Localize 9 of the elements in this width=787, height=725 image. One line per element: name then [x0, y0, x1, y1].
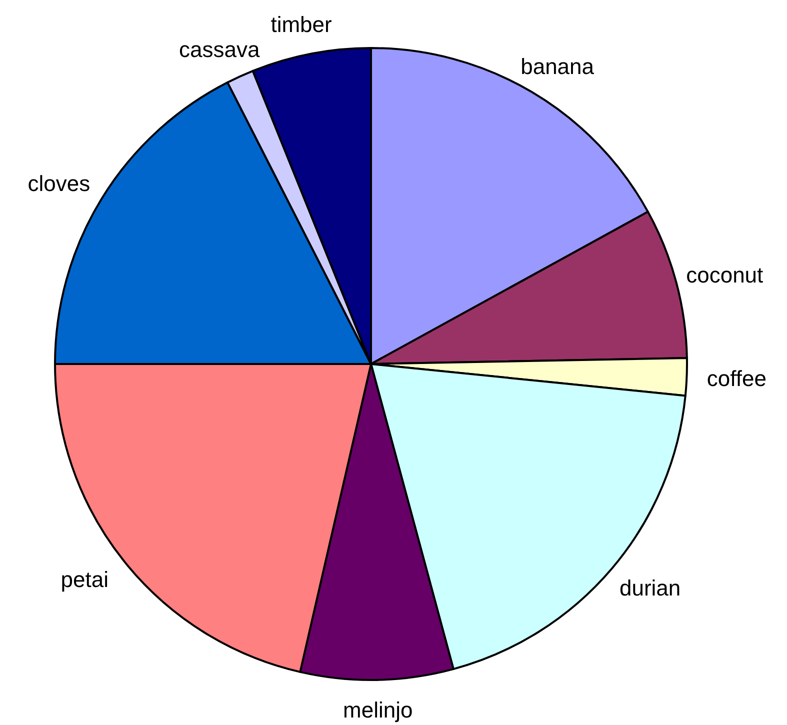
slice-label: durian	[619, 576, 681, 601]
slice-label: cloves	[28, 170, 90, 196]
slice-label: petai	[60, 567, 109, 592]
slice-label: coffee	[706, 366, 766, 391]
slice-label: coconut	[686, 262, 764, 288]
slice-label: melinjo	[343, 698, 413, 723]
slice-label: cassava	[178, 36, 260, 62]
slice-label: timber	[270, 12, 332, 38]
slice-label: banana	[520, 54, 595, 79]
